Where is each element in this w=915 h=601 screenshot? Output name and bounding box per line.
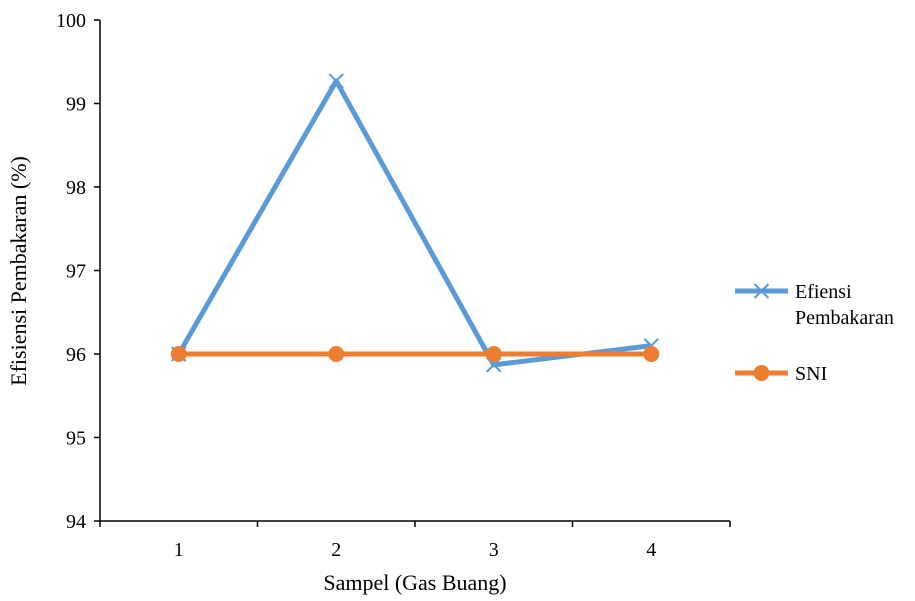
axes <box>99 20 730 522</box>
data-point <box>485 346 502 362</box>
data-point <box>643 346 660 362</box>
y-tick-label: 97 <box>66 261 86 283</box>
legend-label: SNI <box>795 363 827 385</box>
y-tick-label: 94 <box>66 511 86 533</box>
x-tick-label: 2 <box>331 539 341 561</box>
series-efisiensi <box>171 73 659 373</box>
x-tick-labels: 1 2 3 4 <box>99 521 731 561</box>
legend-marker <box>753 283 770 299</box>
data-point <box>328 73 344 89</box>
series-sni <box>170 346 660 362</box>
x-tick-label: 3 <box>489 539 499 561</box>
legend-label: Efiensi <box>795 281 852 303</box>
legend-marker <box>753 365 770 381</box>
legend-label: Pembakaran <box>795 307 894 329</box>
x-tick-label: 1 <box>174 539 184 561</box>
legend-item: SNI <box>735 363 827 385</box>
data-point <box>170 346 187 362</box>
y-tick-label: 96 <box>66 344 86 366</box>
y-tick-labels: 94 95 96 97 98 99 100 <box>56 10 100 533</box>
y-tick-label: 98 <box>66 177 86 199</box>
x-axis-title: Sampel (Gas Buang) <box>323 570 506 595</box>
series-line <box>176 78 652 368</box>
legend: Efiensi Pembakaran SNI <box>735 281 894 385</box>
legend-item: Efiensi Pembakaran <box>735 281 894 329</box>
y-tick-label: 95 <box>66 428 86 450</box>
x-tick-label: 4 <box>646 539 656 561</box>
y-tick-label: 99 <box>66 94 86 116</box>
y-axis-title: Efisiensi Pembakaran (%) <box>6 156 31 386</box>
y-tick-label: 100 <box>56 10 86 32</box>
data-point <box>328 346 345 362</box>
series-lines <box>170 73 660 373</box>
